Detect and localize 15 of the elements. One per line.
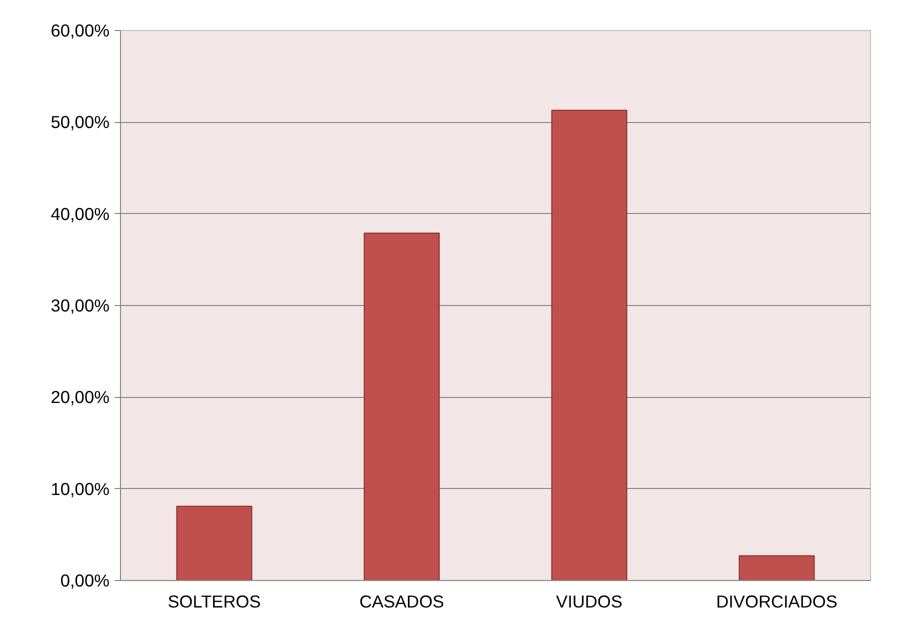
- bar: [364, 232, 440, 580]
- y-tick-label: 60,00%: [50, 20, 110, 40]
- y-tick-label: 10,00%: [50, 478, 110, 499]
- y-tick-label: 30,00%: [50, 296, 110, 316]
- y-tick-label: 50,00%: [50, 112, 110, 132]
- x-tick-label: CASADOS: [359, 592, 444, 612]
- x-tick-label: SOLTEROS: [168, 592, 261, 612]
- y-tick-label: 40,00%: [50, 204, 110, 224]
- y-tick-label: 0,00%: [60, 570, 110, 590]
- x-tick-label: DIVORCIADOS: [716, 592, 838, 612]
- y-tick-label: 20,00%: [50, 387, 110, 408]
- x-tick-label: VIUDOS: [556, 592, 622, 612]
- bar: [738, 555, 815, 580]
- bar: [551, 110, 628, 580]
- bar: [176, 506, 252, 580]
